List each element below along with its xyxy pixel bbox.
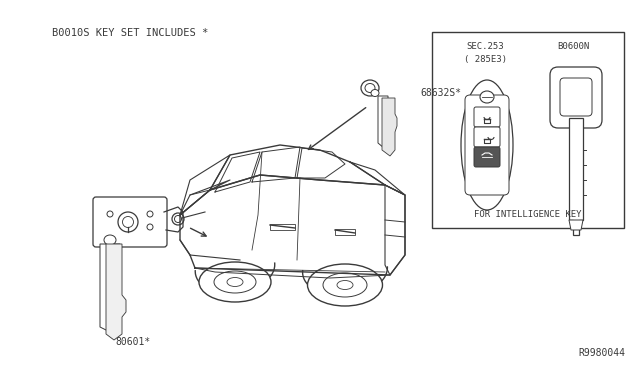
FancyBboxPatch shape <box>560 78 592 116</box>
Ellipse shape <box>147 224 153 230</box>
Text: ( 285E3): ( 285E3) <box>463 55 506 64</box>
Ellipse shape <box>371 90 379 96</box>
Polygon shape <box>100 244 120 332</box>
Ellipse shape <box>147 211 153 217</box>
Polygon shape <box>378 96 390 148</box>
Text: SEC.253: SEC.253 <box>466 42 504 51</box>
Ellipse shape <box>199 262 271 302</box>
FancyBboxPatch shape <box>465 95 509 195</box>
Ellipse shape <box>122 217 134 228</box>
Text: 68632S*: 68632S* <box>420 88 461 98</box>
Polygon shape <box>106 244 126 340</box>
Polygon shape <box>569 220 583 230</box>
Polygon shape <box>569 118 583 235</box>
Ellipse shape <box>365 83 375 93</box>
FancyBboxPatch shape <box>474 147 500 167</box>
Text: FOR INTELLIGENCE KEY: FOR INTELLIGENCE KEY <box>474 210 582 219</box>
Polygon shape <box>382 98 397 156</box>
Ellipse shape <box>104 235 116 245</box>
Bar <box>270 224 295 230</box>
FancyBboxPatch shape <box>474 107 500 127</box>
Text: R9980044: R9980044 <box>578 348 625 358</box>
Text: 80601*: 80601* <box>115 337 150 347</box>
Ellipse shape <box>118 212 138 232</box>
Text: B0010S KEY SET INCLUDES *: B0010S KEY SET INCLUDES * <box>52 28 208 38</box>
Ellipse shape <box>323 273 367 297</box>
Ellipse shape <box>227 278 243 286</box>
Ellipse shape <box>214 271 256 293</box>
FancyBboxPatch shape <box>93 197 167 247</box>
Ellipse shape <box>337 280 353 289</box>
Text: B0600N: B0600N <box>557 42 589 51</box>
Ellipse shape <box>361 80 379 96</box>
Ellipse shape <box>307 264 383 306</box>
Bar <box>432 32 624 228</box>
Ellipse shape <box>461 80 513 210</box>
Ellipse shape <box>107 211 113 217</box>
FancyBboxPatch shape <box>474 127 500 147</box>
FancyBboxPatch shape <box>550 67 602 128</box>
Bar <box>335 229 355 235</box>
Ellipse shape <box>480 91 494 103</box>
Ellipse shape <box>172 213 184 225</box>
Ellipse shape <box>175 215 182 222</box>
